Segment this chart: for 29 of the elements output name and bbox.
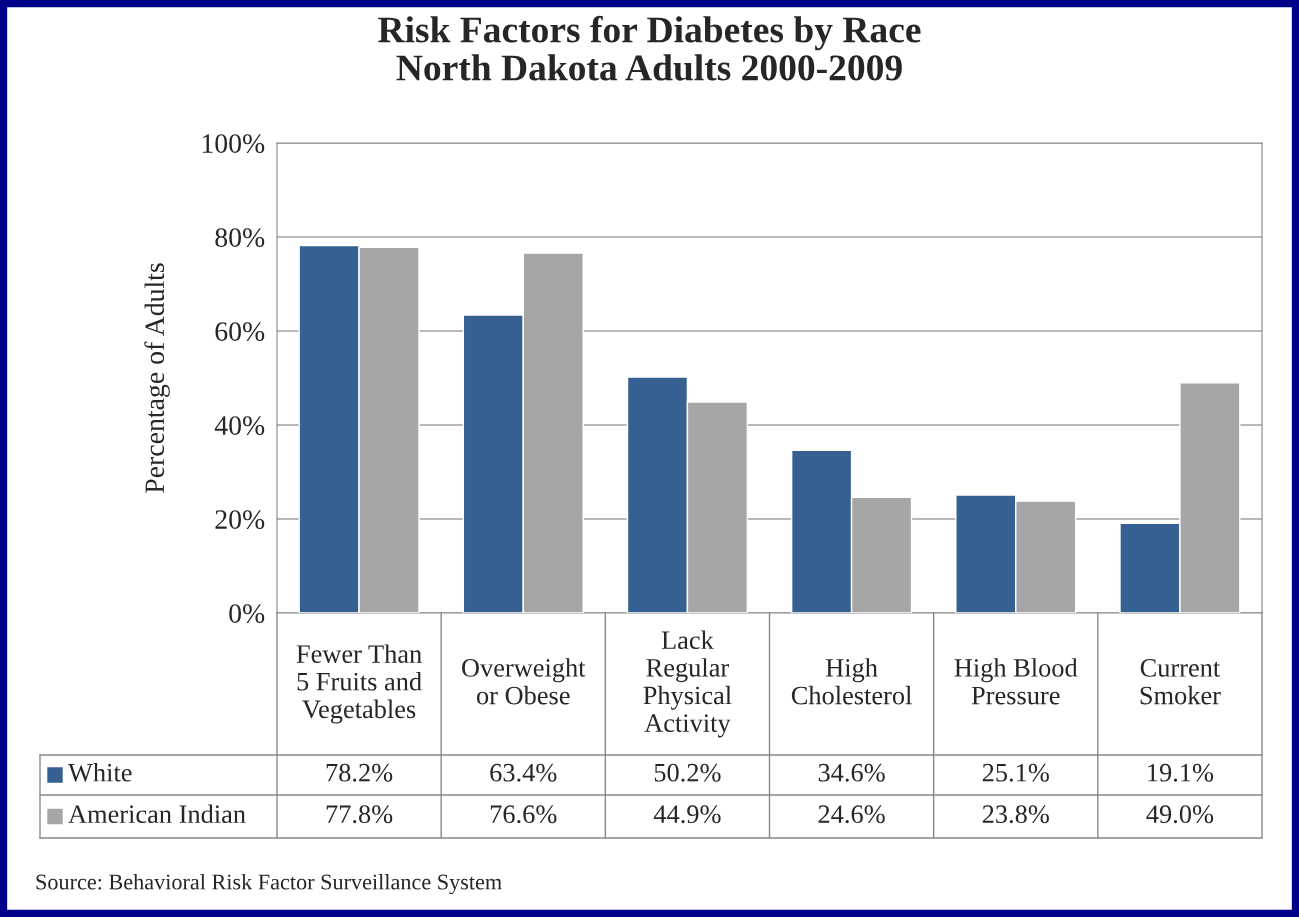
data-label: 25.1%: [982, 763, 1049, 782]
data-label: 24.6%: [818, 805, 885, 824]
y-tick-label: 40%: [214, 416, 265, 435]
data-label: 50.2%: [654, 763, 721, 782]
data-label: 23.8%: [982, 805, 1049, 824]
data-label: 78.2%: [326, 763, 393, 782]
data-label: 44.9%: [653, 805, 721, 824]
y-tick-label: 20%: [215, 510, 265, 529]
legend-label: White: [68, 763, 132, 782]
data-label: 34.6%: [818, 763, 885, 782]
x-tick-label: Overweight or Obese: [462, 658, 586, 705]
x-tick-label: High Blood Pressure: [954, 658, 1078, 705]
data-label: 63.4%: [490, 763, 557, 782]
source-note: Source: Behavioral Risk Factor Surveillance System: [36, 873, 502, 895]
x-tick-label: Current Smoker: [1140, 659, 1221, 705]
x-tick-label: Fewer Than 5 Fruits and Vegetables: [296, 644, 422, 724]
x-tick-label: Lack Regular Physical Activity: [643, 630, 732, 738]
y-axis-title: Percentage of Adults: [144, 263, 170, 493]
data-label: 77.8%: [326, 805, 393, 824]
y-tick-label: 0%: [229, 604, 265, 623]
x-tick-label: High Cholesterol: [791, 658, 912, 705]
data-label: 49.0%: [1146, 805, 1214, 824]
chart-title: Risk Factors for Diabetes by Race North Dakota Adults 2000-2009: [378, 15, 921, 81]
data-label: 76.6%: [490, 805, 557, 824]
y-tick-label: 80%: [215, 228, 265, 247]
legend-label: American Indian: [68, 804, 246, 824]
y-tick-label: 100%: [202, 134, 265, 153]
data-label: 19.1%: [1148, 763, 1214, 782]
y-tick-label: 60%: [215, 322, 265, 341]
